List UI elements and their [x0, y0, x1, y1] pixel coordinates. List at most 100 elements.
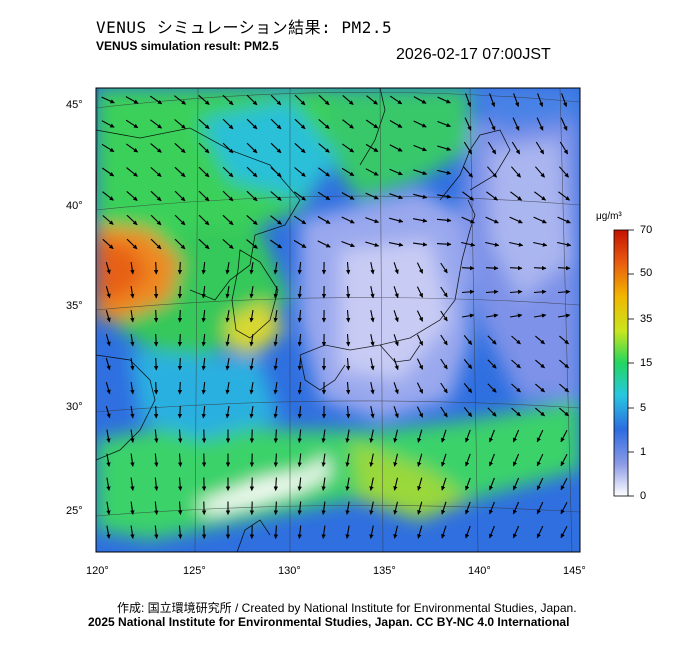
- wind-arrow: [125, 143, 139, 153]
- wind-arrow: [462, 313, 475, 318]
- wind-arrow: [465, 525, 471, 539]
- wind-arrow: [106, 429, 111, 443]
- wind-arrow: [462, 166, 474, 178]
- wind-arrow: [297, 261, 302, 275]
- wind-arrow: [489, 525, 495, 539]
- wind-arrow: [533, 289, 547, 295]
- wind-arrow: [417, 429, 423, 443]
- wind-arrow: [559, 383, 569, 393]
- wind-arrow: [489, 477, 495, 491]
- wind-arrow: [559, 407, 569, 417]
- wind-arrow: [270, 118, 282, 130]
- wind-arrow: [225, 286, 230, 299]
- wind-arrow: [126, 190, 138, 202]
- wind-arrow: [198, 166, 210, 178]
- wind-arrow: [416, 286, 424, 298]
- wind-arrow: [225, 310, 230, 323]
- wind-arrow: [393, 358, 399, 371]
- wind-arrow: [485, 241, 500, 247]
- wind-arrow: [341, 240, 355, 248]
- wind-arrow: [365, 192, 379, 200]
- wind-arrow: [389, 120, 403, 128]
- wind-arrow: [225, 406, 230, 419]
- wind-arrow: [393, 286, 399, 299]
- wind-arrow: [437, 145, 452, 151]
- wind-arrow: [510, 191, 522, 201]
- wind-arrow: [297, 309, 302, 323]
- wind-arrow: [437, 120, 451, 128]
- wind-arrow: [273, 453, 279, 467]
- wind-arrow: [130, 358, 135, 371]
- wind-arrow: [198, 238, 210, 250]
- credit-line: 作成: 国立環境研究所 / Created by National Instit…: [117, 601, 577, 615]
- wind-arrow: [535, 141, 545, 155]
- wind-arrow: [440, 310, 448, 322]
- wind-arrow: [297, 429, 302, 443]
- wind-arrow: [249, 334, 254, 347]
- wind-arrow: [437, 194, 452, 199]
- wind-arrow: [533, 265, 547, 271]
- wind-arrow: [512, 117, 520, 131]
- wind-arrow: [153, 261, 159, 275]
- wind-arrow: [246, 214, 258, 226]
- colorbar-unit: μg/m³: [596, 211, 622, 222]
- wind-arrow: [273, 501, 279, 515]
- wind-arrow: [126, 238, 138, 250]
- wind-arrow: [130, 286, 135, 299]
- wind-arrow: [102, 191, 114, 201]
- wind-arrow: [345, 285, 351, 299]
- wind-arrow: [465, 429, 471, 443]
- wind-arrow: [198, 142, 210, 154]
- wind-arrow: [273, 262, 278, 275]
- wind-arrow: [511, 141, 521, 155]
- lat-tick-35: 35°: [66, 300, 83, 312]
- wind-arrow: [174, 166, 186, 178]
- wind-arrow: [413, 144, 427, 152]
- wind-arrow: [153, 333, 159, 347]
- wind-arrow: [345, 477, 350, 491]
- wind-arrow: [345, 357, 351, 371]
- wind-arrow: [345, 405, 351, 419]
- wind-arrow: [512, 501, 520, 515]
- wind-arrow: [511, 335, 521, 345]
- wind-arrow: [461, 265, 475, 271]
- wind-arrow: [321, 501, 326, 515]
- wind-arrow: [102, 215, 114, 225]
- wind-arrow: [389, 144, 403, 152]
- wind-arrow: [297, 357, 302, 371]
- wind-arrow: [440, 262, 448, 274]
- wind-arrow: [297, 405, 302, 419]
- wind-arrow: [389, 95, 403, 105]
- wind-arrow: [270, 215, 282, 225]
- wind-arrow: [297, 525, 302, 539]
- wind-arrow: [413, 96, 427, 104]
- wind-arrow: [341, 143, 355, 153]
- wind-arrow: [246, 142, 258, 154]
- coastlines: [96, 88, 511, 552]
- wind-arrow: [489, 93, 496, 108]
- wind-arrow: [174, 95, 186, 105]
- wind-arrow: [461, 241, 476, 247]
- wind-arrow: [393, 406, 399, 419]
- wind-arrow: [560, 525, 568, 539]
- wind-arrow: [510, 166, 522, 178]
- wind-arrow: [153, 357, 159, 371]
- wind-arrow: [465, 477, 471, 491]
- wind-arrow: [463, 407, 473, 417]
- wind-arrow: [273, 310, 278, 323]
- wind-arrow: [321, 453, 326, 467]
- wind-arrow: [297, 381, 302, 395]
- wind-arrow: [270, 142, 282, 154]
- wind-arrow: [486, 191, 498, 201]
- wind-arrow: [345, 525, 350, 539]
- wind-arrow: [560, 453, 568, 467]
- forecast-timestamp: 2026-02-17 07:00JST: [396, 46, 551, 63]
- wind-arrow: [222, 94, 234, 106]
- wind-arrow: [321, 477, 326, 491]
- wind-arrow: [560, 117, 568, 131]
- wind-arrow: [536, 525, 544, 539]
- wind-arrow: [174, 214, 186, 226]
- wind-arrow: [393, 334, 399, 347]
- wind-arrow: [370, 285, 375, 299]
- wind-arrow: [437, 169, 452, 175]
